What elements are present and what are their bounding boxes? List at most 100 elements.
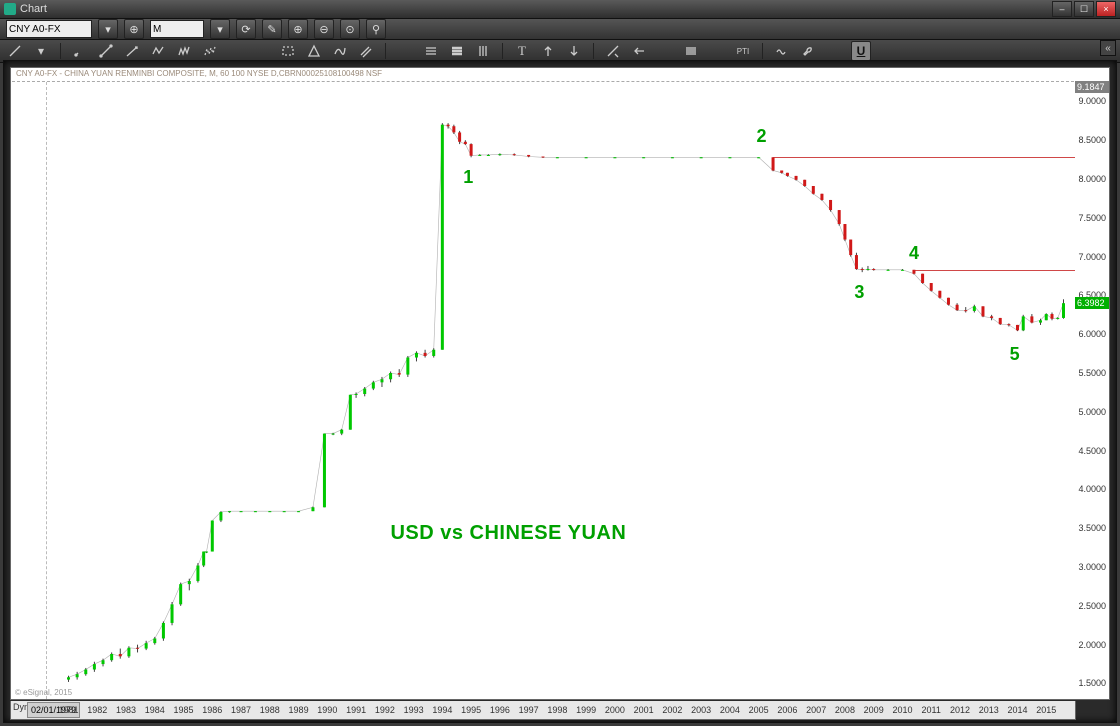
parallel-tool-icon[interactable] (357, 42, 375, 60)
y-price-tag: 6.3982 (1075, 297, 1109, 309)
close-button[interactable]: × (1096, 1, 1116, 17)
note-tool-icon[interactable] (825, 42, 843, 60)
x-tick-label: 2006 (777, 705, 797, 715)
edit-icon[interactable]: ✎ (262, 19, 282, 39)
y-tick-label: 6.0000 (1078, 329, 1106, 339)
x-axis[interactable]: Dyn 02/01/1979 1981198219831984198519861… (10, 701, 1076, 720)
x-tick-label: 1991 (346, 705, 366, 715)
y-tick-label: 3.5000 (1078, 523, 1106, 533)
wave-annotation: 3 (854, 282, 864, 303)
wave-tool-icon[interactable] (773, 42, 791, 60)
x-tick-label: 2008 (835, 705, 855, 715)
x-tick-label: 2002 (662, 705, 682, 715)
underline-tool-icon[interactable]: U (851, 41, 871, 61)
copyright-text: © eSignal, 2015 (15, 688, 72, 697)
refresh-icon[interactable]: ⟳ (236, 19, 256, 39)
y-tick-label: 4.0000 (1078, 484, 1106, 494)
ray-tool-icon[interactable] (123, 42, 141, 60)
x-tick-label: 2005 (749, 705, 769, 715)
x-tick-label: 1984 (145, 705, 165, 715)
app-icon (4, 3, 16, 15)
eye-tool-icon[interactable] (708, 42, 726, 60)
x-tick-label: 2000 (605, 705, 625, 715)
maximize-button[interactable]: ☐ (1074, 1, 1094, 17)
chart-window: Chart – ☐ × ▾ ⊕ ▾ ⟳ ✎ ⊕ ⊖ ⊙ ⚲ ▾ (0, 0, 1120, 726)
y-tick-label: 3.0000 (1078, 562, 1106, 572)
x-tick-label: 2004 (720, 705, 740, 715)
scissor-tool-icon[interactable] (604, 42, 622, 60)
y-tick-label: 1.5000 (1078, 678, 1106, 688)
x-tick-label: 1983 (116, 705, 136, 715)
dotline-tool-icon[interactable] (71, 42, 89, 60)
x-tick-label: 2015 (1036, 705, 1056, 715)
collapse-toolbar-icon[interactable]: « (1100, 40, 1116, 56)
dropdown-icon[interactable]: ▾ (32, 42, 50, 60)
y-tick-label: 7.5000 (1078, 213, 1106, 223)
zoom-out-icon[interactable]: ⊖ (314, 19, 334, 39)
chart-plot[interactable]: CNY A0-FX - CHINA YUAN RENMINBI COMPOSIT… (10, 67, 1076, 700)
x-tick-label: 1997 (519, 705, 539, 715)
pti-tool-icon[interactable]: PTI (734, 42, 752, 60)
grid-tool-icon[interactable] (656, 42, 674, 60)
symbol-dropdown-icon[interactable]: ▾ (98, 19, 118, 39)
barcode-tool-icon[interactable] (682, 42, 700, 60)
y-axis[interactable]: 1.5000 2.0000 2.5000 3.0000 3.5000 4.0000 4.50… (1075, 67, 1110, 700)
y-tick-label: 5.0000 (1078, 407, 1106, 417)
link-icon[interactable]: ⚲ (366, 19, 386, 39)
interval-dropdown-icon[interactable]: ▾ (210, 19, 230, 39)
triangle-tool-icon[interactable] (305, 42, 323, 60)
line-tool-icon[interactable] (6, 42, 24, 60)
x-tick-label: 1994 (432, 705, 452, 715)
x-tick-label: 2013 (979, 705, 999, 715)
zoom-reset-icon[interactable]: ⊙ (340, 19, 360, 39)
x-tick-label: 2014 (1007, 705, 1027, 715)
symbol-input[interactable] (6, 20, 92, 38)
y-tick-label: 4.5000 (1078, 446, 1106, 456)
y-tick-label: 7.0000 (1078, 252, 1106, 262)
x-tick-label: 2011 (922, 705, 941, 715)
chart-title: USD vs CHINESE YUAN (390, 522, 626, 545)
minimize-button[interactable]: – (1052, 1, 1072, 17)
target-icon[interactable]: ⊕ (124, 19, 144, 39)
x-tick-label: 1987 (231, 705, 251, 715)
interval-input[interactable] (150, 20, 204, 38)
x-tick-label: 1999 (576, 705, 596, 715)
titlebar[interactable]: Chart – ☐ × (0, 0, 1120, 19)
trendline-tool-icon[interactable] (97, 42, 115, 60)
zoom-in-icon[interactable]: ⊕ (288, 19, 308, 39)
rect-tool-icon[interactable] (253, 42, 271, 60)
x-tick-label: 1996 (490, 705, 510, 715)
target-tool-icon[interactable] (396, 42, 414, 60)
resistance-line (914, 270, 1075, 271)
x-tick-label: 2001 (634, 705, 654, 715)
y-tick-label: 8.5000 (1078, 135, 1106, 145)
hlines-tool-icon[interactable] (422, 42, 440, 60)
window-title: Chart (20, 3, 47, 15)
vbars-tool-icon[interactable] (474, 42, 492, 60)
bars-tool-icon[interactable] (448, 42, 466, 60)
resistance-line (773, 157, 1075, 158)
ellipse-tool-icon[interactable] (227, 42, 245, 60)
zigzag2-tool-icon[interactable] (201, 42, 219, 60)
y-tick-label: 5.5000 (1078, 368, 1106, 378)
wave-annotation: 2 (757, 126, 767, 147)
arrow-up-tool-icon[interactable] (539, 42, 557, 60)
y-tick-label: 8.0000 (1078, 174, 1106, 184)
y-tick-label: 2.0000 (1078, 640, 1106, 650)
x-tick-label: 1988 (260, 705, 280, 715)
x-tick-label: 1998 (547, 705, 567, 715)
y-tick-label: 2.5000 (1078, 601, 1106, 611)
arrow-down-tool-icon[interactable] (565, 42, 583, 60)
back-tool-icon[interactable] (630, 42, 648, 60)
rect-dashed-tool-icon[interactable] (279, 42, 297, 60)
path-tool-icon[interactable] (331, 42, 349, 60)
zigzag-tool-icon[interactable] (175, 42, 193, 60)
polyline-tool-icon[interactable] (149, 42, 167, 60)
x-tick-label: 1985 (174, 705, 194, 715)
text-tool-icon[interactable]: T (513, 42, 531, 60)
x-tick-label: 1993 (404, 705, 424, 715)
wave-annotation: 4 (909, 243, 919, 264)
x-tick-label: 1995 (461, 705, 481, 715)
spanner-tool-icon[interactable] (799, 42, 817, 60)
x-tick-label: 1992 (375, 705, 395, 715)
